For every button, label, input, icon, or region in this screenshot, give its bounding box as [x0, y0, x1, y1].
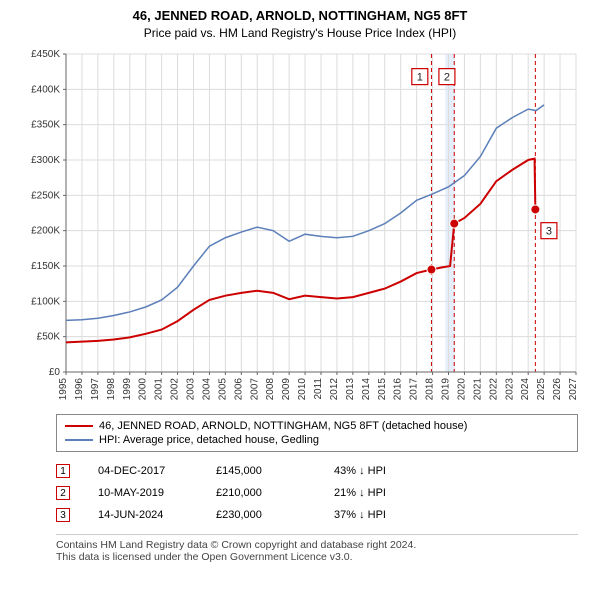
- svg-text:2024: 2024: [520, 378, 531, 401]
- svg-text:£300K: £300K: [31, 155, 60, 166]
- svg-text:2016: 2016: [393, 378, 404, 401]
- sale-date: 10-MAY-2019: [98, 487, 188, 499]
- svg-text:2005: 2005: [217, 378, 228, 401]
- svg-text:2004: 2004: [201, 378, 212, 401]
- svg-text:2009: 2009: [281, 378, 292, 401]
- chart-title: 46, JENNED ROAD, ARNOLD, NOTTINGHAM, NG5…: [12, 8, 588, 23]
- chart-plot-area: £0 £50K £100K £150K £200K £250K £300K £350K £400…: [12, 46, 588, 406]
- svg-text:1996: 1996: [74, 378, 85, 401]
- svg-text:2017: 2017: [409, 378, 420, 401]
- sales-row: 1 04-DEC-2017 £145,000 43% ↓ HPI: [56, 460, 578, 482]
- svg-text:2026: 2026: [552, 378, 563, 401]
- sale-diff: 43% ↓ HPI: [334, 465, 386, 477]
- footer: Contains HM Land Registry data © Crown c…: [56, 534, 578, 563]
- footer-line-1: Contains HM Land Registry data © Crown c…: [56, 539, 578, 551]
- svg-text:£350K: £350K: [31, 120, 60, 131]
- svg-text:2007: 2007: [249, 378, 260, 401]
- sale-diff: 21% ↓ HPI: [334, 487, 386, 499]
- svg-text:2022: 2022: [488, 378, 499, 401]
- svg-text:2010: 2010: [297, 378, 308, 401]
- svg-text:1998: 1998: [106, 378, 117, 401]
- svg-text:2023: 2023: [504, 378, 515, 401]
- sale-badge: 3: [56, 508, 70, 522]
- sale-marker: [427, 265, 436, 274]
- svg-text:2000: 2000: [138, 378, 149, 401]
- svg-text:1: 1: [417, 72, 423, 84]
- footer-line-2: This data is licensed under the Open Gov…: [56, 551, 578, 563]
- svg-text:2014: 2014: [361, 378, 372, 401]
- svg-text:£250K: £250K: [31, 190, 60, 201]
- svg-text:£0: £0: [49, 367, 61, 378]
- legend-label: 46, JENNED ROAD, ARNOLD, NOTTINGHAM, NG5…: [99, 420, 467, 432]
- chart-container: 46, JENNED ROAD, ARNOLD, NOTTINGHAM, NG5…: [0, 0, 600, 590]
- svg-text:2020: 2020: [456, 378, 467, 401]
- svg-text:£200K: £200K: [31, 226, 60, 237]
- sale-diff: 37% ↓ HPI: [334, 509, 386, 521]
- svg-text:1997: 1997: [90, 378, 101, 401]
- legend-item: HPI: Average price, detached house, Gedl…: [65, 433, 569, 447]
- svg-text:2002: 2002: [170, 378, 181, 401]
- svg-text:2019: 2019: [441, 378, 452, 401]
- sale-date: 14-JUN-2024: [98, 509, 188, 521]
- svg-text:2027: 2027: [568, 378, 579, 401]
- sale-price: £145,000: [216, 465, 306, 477]
- sale-date: 04-DEC-2017: [98, 465, 188, 477]
- svg-text:2015: 2015: [377, 378, 388, 401]
- sale-price: £230,000: [216, 509, 306, 521]
- svg-text:2012: 2012: [329, 378, 340, 401]
- svg-text:2013: 2013: [345, 378, 356, 401]
- series-property: [66, 159, 538, 343]
- svg-text:2018: 2018: [425, 378, 436, 401]
- sales-table: 1 04-DEC-2017 £145,000 43% ↓ HPI 2 10-MAY-201…: [56, 460, 578, 526]
- legend-swatch: [65, 439, 93, 441]
- chart-subtitle: Price paid vs. HM Land Registry's House …: [12, 26, 588, 40]
- svg-text:£450K: £450K: [31, 49, 60, 60]
- svg-text:£100K: £100K: [31, 296, 60, 307]
- svg-text:2008: 2008: [265, 378, 276, 401]
- svg-text:2021: 2021: [472, 378, 483, 401]
- svg-text:2006: 2006: [233, 378, 244, 401]
- legend: 46, JENNED ROAD, ARNOLD, NOTTINGHAM, NG5…: [56, 414, 578, 452]
- svg-text:1995: 1995: [58, 378, 69, 401]
- svg-text:£50K: £50K: [37, 332, 61, 343]
- legend-label: HPI: Average price, detached house, Gedl…: [99, 434, 319, 446]
- sales-row: 2 10-MAY-2019 £210,000 21% ↓ HPI: [56, 482, 578, 504]
- svg-text:3: 3: [546, 226, 552, 238]
- legend-swatch: [65, 425, 93, 427]
- sales-row: 3 14-JUN-2024 £230,000 37% ↓ HPI: [56, 504, 578, 526]
- svg-text:2: 2: [444, 72, 450, 84]
- sale-marker: [450, 219, 459, 228]
- svg-text:2003: 2003: [186, 378, 197, 401]
- chart-svg: £0 £50K £100K £150K £200K £250K £300K £350K £400…: [12, 46, 588, 406]
- svg-text:2011: 2011: [313, 378, 324, 400]
- svg-text:£150K: £150K: [31, 261, 60, 272]
- svg-text:1999: 1999: [122, 378, 133, 401]
- svg-text:2001: 2001: [154, 378, 165, 401]
- sale-price: £210,000: [216, 487, 306, 499]
- svg-text:2025: 2025: [536, 378, 547, 401]
- svg-text:£400K: £400K: [31, 84, 60, 95]
- legend-item: 46, JENNED ROAD, ARNOLD, NOTTINGHAM, NG5…: [65, 419, 569, 433]
- sale-marker: [531, 205, 540, 214]
- sale-badge: 1: [56, 464, 70, 478]
- sale-badge: 2: [56, 486, 70, 500]
